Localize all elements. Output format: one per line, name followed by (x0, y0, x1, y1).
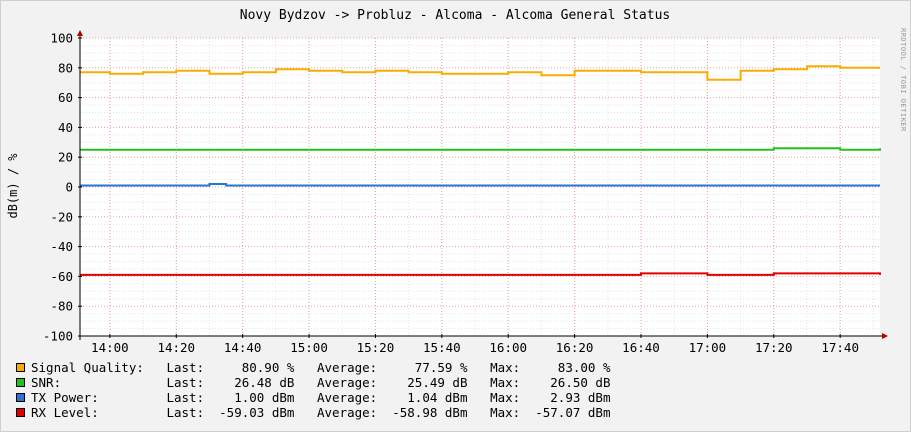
y-tick-label: -40 (50, 239, 73, 254)
y-tick-label: 80 (58, 60, 73, 75)
y-tick-label: 60 (58, 90, 73, 105)
x-tick-label: 16:20 (556, 340, 594, 355)
y-tick-label: 20 (58, 150, 73, 165)
y-tick-label: -80 (50, 299, 73, 314)
legend-swatch (16, 393, 25, 402)
x-tick-label: 17:00 (689, 340, 727, 355)
series-line-1 (80, 65, 880, 81)
y-tick-label: 40 (58, 120, 73, 135)
y-tick-label: 100 (50, 31, 73, 46)
y-axis-label: dB(m) / % (6, 153, 20, 219)
y-axis-arrow (77, 30, 83, 36)
x-tick-label: 14:00 (91, 340, 129, 355)
series-line-3 (80, 183, 880, 187)
watermark: RRDTOOL / TOBI OETIKER (899, 28, 907, 132)
legend-text: Signal Quality: Last: 80.90 % Average: 7… (31, 360, 611, 375)
legend-text: SNR: Last: 26.48 dB Average: 25.49 dB Ma… (31, 375, 611, 390)
x-tick-label: 16:40 (622, 340, 660, 355)
grid (80, 37, 880, 337)
y-tick-label: -20 (50, 209, 73, 224)
legend-row: TX Power: Last: 1.00 dBm Average: 1.04 d… (16, 390, 610, 405)
legend-swatch (16, 363, 25, 372)
legend-row: Signal Quality: Last: 80.90 % Average: 7… (16, 360, 610, 375)
y-tick-label: -100 (43, 329, 73, 344)
x-tick-label: 17:20 (755, 340, 793, 355)
x-tick-label: 15:00 (290, 340, 328, 355)
legend-text: TX Power: Last: 1.00 dBm Average: 1.04 d… (31, 390, 611, 405)
legend-row: SNR: Last: 26.48 dB Average: 25.49 dB Ma… (16, 375, 610, 390)
legend-swatch (16, 408, 25, 417)
y-tick-labels: 100 80 60 40 20 0 -20 -40 -60 -80 -100 (43, 31, 73, 344)
y-tick-label: 0 (65, 180, 73, 195)
legend-row: RX Level: Last: -59.03 dBm Average: -58.… (16, 405, 610, 420)
axes (77, 30, 888, 340)
legend-swatch (16, 378, 25, 387)
y-tick-label: -60 (50, 269, 73, 284)
x-tick-label: 16:00 (489, 340, 527, 355)
series-lines (80, 65, 881, 276)
x-tick-labels: 14:00 14:20 14:40 15:00 15:20 15:40 16:00 16:20… (91, 340, 859, 355)
x-tick-label: 14:40 (224, 340, 262, 355)
x-tick-label: 15:20 (357, 340, 395, 355)
x-axis-arrow (882, 333, 888, 339)
legend: Signal Quality: Last: 80.90 % Average: 7… (16, 360, 610, 420)
series-line-4 (80, 272, 881, 276)
x-tick-label: 17:40 (821, 340, 859, 355)
x-tick-label: 14:20 (157, 340, 195, 355)
legend-text: RX Level: Last: -59.03 dBm Average: -58.… (31, 405, 611, 420)
chart-title: Novy Bydzov -> Probluz - Alcoma - Alcoma… (240, 8, 670, 23)
series-line-2 (80, 147, 881, 151)
x-tick-label: 15:40 (423, 340, 461, 355)
